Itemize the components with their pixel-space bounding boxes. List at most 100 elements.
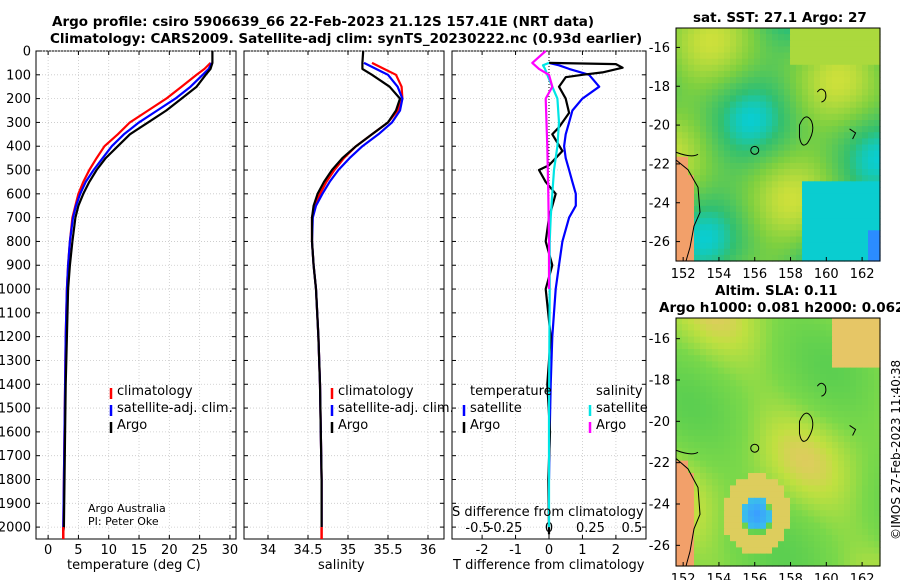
map-cell (874, 318, 881, 325)
map-cell (832, 218, 839, 225)
map-cell (802, 460, 809, 468)
map-cell (814, 336, 821, 344)
map-cell (742, 367, 749, 375)
map-cell (724, 454, 731, 462)
map-cell (790, 144, 797, 152)
map-cell (874, 423, 881, 431)
map-cell (754, 324, 761, 331)
map-cell (844, 417, 851, 424)
sla-map-title-1: Altim. SLA: 0.11 (715, 283, 838, 299)
map-cell (760, 248, 767, 256)
map-cell (796, 535, 803, 542)
map-cell (802, 342, 809, 350)
map-cell (814, 169, 821, 176)
map-cell (742, 541, 749, 548)
map-cell (742, 473, 749, 480)
map-cell (688, 510, 695, 517)
map-cell (760, 504, 767, 511)
map-cell (790, 535, 797, 542)
map-cell (712, 541, 719, 548)
s-diff-tick-label: 0.5 (622, 521, 643, 536)
map-cell (778, 46, 785, 54)
map-cell (766, 132, 773, 139)
map-cell (820, 367, 827, 375)
map-cell (778, 559, 785, 567)
map-cell (850, 242, 857, 250)
map-cell (706, 411, 713, 418)
map-cell (790, 107, 797, 115)
map-cell (832, 392, 839, 400)
map-cell (856, 429, 863, 437)
map-cell (814, 156, 821, 164)
map-cell (676, 181, 683, 188)
map-cell (700, 175, 707, 182)
map-cell (754, 336, 761, 344)
map-cell (868, 330, 875, 338)
map-cell (784, 423, 791, 431)
map-cell (838, 392, 845, 400)
map-cell (868, 541, 875, 548)
map-cell (796, 466, 803, 474)
map-cell (736, 218, 743, 225)
map-cell (802, 199, 809, 207)
map-cell (850, 342, 857, 350)
map-cell (712, 522, 719, 530)
map-cell (700, 162, 707, 170)
map-cell (874, 236, 881, 244)
map-cell (760, 559, 767, 567)
map-cell (778, 83, 785, 90)
map-cell (868, 101, 875, 109)
map-cell (688, 169, 695, 176)
map-cell (856, 442, 863, 449)
map-cell (844, 497, 851, 505)
diff-legend-sal-argo: Argo (596, 418, 627, 433)
map-cell (778, 150, 785, 158)
map-cell (856, 218, 863, 225)
map-cell (814, 497, 821, 505)
map-cell (724, 205, 731, 213)
sdiff-xlabel: S difference from climatology (452, 505, 644, 520)
map-cell (712, 473, 719, 480)
map-cell (844, 392, 851, 400)
map-cell (712, 211, 719, 219)
map-cell (718, 132, 725, 139)
map-cell (694, 101, 701, 109)
map-cell (850, 411, 857, 418)
map-cell (748, 230, 755, 237)
map-cell (694, 522, 701, 530)
map-cell (844, 138, 851, 146)
map-cell (790, 417, 797, 424)
map-cell (748, 404, 755, 412)
map-cell (802, 466, 809, 474)
map-cell (784, 58, 791, 66)
map-cell (784, 497, 791, 505)
map-cell (712, 107, 719, 115)
map-cell (844, 349, 851, 356)
map-cell (772, 126, 779, 133)
map-cell (724, 349, 731, 356)
map-cell (706, 516, 713, 524)
map-cell (796, 324, 803, 331)
map-cell (820, 522, 827, 530)
temperature-xlabel: temperature (deg C) (67, 558, 201, 573)
map-cell (826, 52, 833, 60)
map-cell (754, 83, 761, 90)
map-cell (832, 242, 839, 250)
map-cell (868, 138, 875, 146)
map-cell (784, 485, 791, 493)
map-cell (874, 473, 881, 480)
map-cell (838, 205, 845, 213)
map-cell (820, 64, 827, 72)
map-cell (796, 386, 803, 393)
map-cell (790, 435, 797, 443)
map-cell (856, 254, 863, 262)
map-cell (826, 46, 833, 54)
map-cell (742, 77, 749, 84)
map-cell (802, 46, 809, 54)
map-cell (712, 156, 719, 164)
map-cell (862, 361, 869, 369)
map-cell (832, 199, 839, 207)
map-cell (784, 417, 791, 424)
x-tick-label: 36 (420, 543, 437, 558)
map-cell (760, 218, 767, 225)
